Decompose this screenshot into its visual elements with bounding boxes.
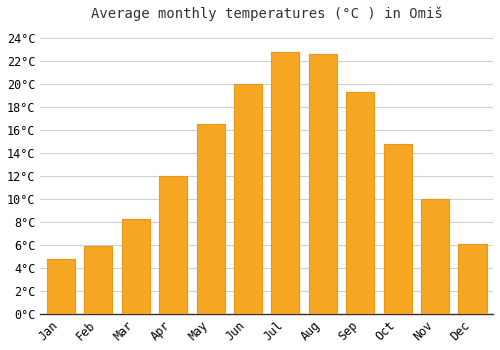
Bar <box>196 124 224 314</box>
Bar <box>47 259 75 314</box>
Bar <box>159 176 187 314</box>
Bar <box>234 84 262 314</box>
Title: Average monthly temperatures (°C ) in Omiš: Average monthly temperatures (°C ) in Om… <box>91 7 443 21</box>
Bar <box>309 54 337 314</box>
Bar <box>272 52 299 314</box>
Bar <box>421 199 449 314</box>
Bar <box>84 246 112 314</box>
Bar <box>122 218 150 314</box>
Bar <box>346 92 374 314</box>
Bar <box>384 144 411 314</box>
Bar <box>458 244 486 314</box>
